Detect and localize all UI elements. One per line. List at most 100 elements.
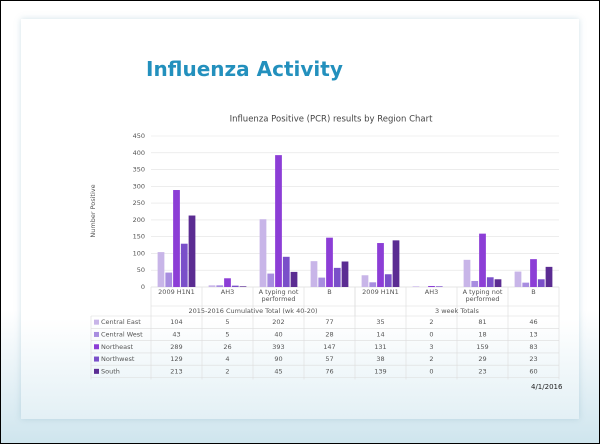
x-tick-label: B: [531, 289, 536, 296]
x-tick-label-box: A typing not performed: [258, 289, 299, 303]
legend-label: Northwest: [101, 355, 135, 363]
chart-title: Influenza Positive (PCR) results by Regi…: [230, 115, 434, 125]
x-tick-label-box: 2009 H1N1: [362, 289, 399, 296]
bar: [239, 286, 247, 287]
bar: [479, 233, 486, 287]
bar: [275, 155, 282, 287]
table-value: 76: [325, 367, 333, 375]
table-value: 4: [225, 355, 229, 363]
table-value: 213: [170, 367, 182, 375]
table-value: 129: [170, 355, 182, 363]
table-value: 2: [429, 355, 433, 363]
table-value: 23: [478, 367, 486, 375]
bar: [369, 282, 377, 287]
x-tick-label: AH3: [220, 289, 235, 296]
legend-swatch: [94, 368, 99, 374]
x-tick-label-box: A typing not performed: [462, 289, 503, 303]
bar: [377, 243, 384, 287]
bar: [463, 259, 471, 287]
bar: [216, 285, 224, 287]
legend-swatch: [94, 344, 99, 350]
bar: [173, 190, 180, 287]
table-value: 28: [325, 330, 333, 338]
table-value: 81: [478, 318, 486, 326]
table-value: 13: [529, 330, 537, 338]
table-value: 139: [374, 367, 386, 375]
bar: [412, 286, 420, 287]
table-value: 147: [323, 343, 335, 351]
table-value: 83: [529, 343, 537, 351]
legend-label: Northeast: [101, 343, 134, 351]
y-tick-label: 300: [133, 182, 145, 190]
table-value: 3: [429, 343, 433, 351]
table-value: 2: [429, 318, 433, 326]
bar: [530, 259, 537, 287]
y-tick-label: 100: [133, 249, 145, 257]
bar: [537, 279, 545, 287]
legend-swatch: [94, 356, 99, 362]
x-tick-label-box: B: [327, 289, 332, 296]
x-tick-label-box: AH3: [425, 289, 438, 296]
x-tick-label: 2009 H1N1: [158, 289, 195, 296]
bar: [208, 285, 216, 287]
table-value: 18: [478, 330, 486, 338]
bar: [267, 273, 275, 287]
table-value: 5: [225, 330, 229, 338]
y-tick-label: 450: [133, 132, 145, 140]
table-value: 393: [272, 343, 284, 351]
y-axis-label: Number Positive: [89, 184, 97, 237]
legend-label: Central East: [101, 318, 141, 326]
table-value: 90: [274, 355, 282, 363]
bar: [231, 285, 239, 287]
bar: [341, 261, 349, 287]
table-value: 38: [376, 355, 384, 363]
y-tick-label: 250: [133, 199, 145, 207]
bar: [384, 274, 392, 287]
bar: [494, 279, 502, 287]
table-value: 29: [478, 355, 486, 363]
slide-body: [21, 19, 579, 419]
bar: [471, 280, 479, 287]
slide-title: Influenza Activity: [146, 57, 343, 81]
bar: [545, 266, 553, 287]
slide-date: 4/1/2016: [531, 383, 563, 391]
bar: [290, 271, 298, 287]
bar: [310, 261, 318, 287]
x-tick-label-box: 2009 H1N1: [158, 289, 195, 296]
x-tick-label: B: [327, 289, 332, 296]
table-value: 60: [529, 367, 537, 375]
table-value: 159: [476, 343, 488, 351]
table-value: 35: [376, 318, 384, 326]
bar: [333, 267, 341, 287]
x-tick-label: A typing not performed: [462, 289, 503, 303]
table-value: 43: [172, 330, 180, 338]
bar: [326, 237, 333, 287]
y-tick-label: 50: [137, 266, 145, 274]
bar: [318, 277, 326, 287]
legend-label: Central West: [101, 330, 143, 338]
table-value: 0: [429, 367, 433, 375]
bar: [224, 278, 231, 287]
table-value: 40: [274, 330, 282, 338]
table-value: 57: [325, 355, 333, 363]
table-value: 45: [274, 367, 282, 375]
legend-swatch: [94, 331, 99, 337]
bar: [361, 275, 369, 287]
bar: [157, 252, 165, 287]
table-value: 289: [170, 343, 182, 351]
bar: [282, 256, 290, 287]
bar: [522, 282, 530, 287]
y-tick-label: 350: [133, 166, 145, 174]
x-tick-label: 2009 H1N1: [362, 289, 399, 296]
x-tick-label: A typing not performed: [258, 289, 299, 303]
y-tick-label: 400: [133, 149, 145, 157]
table-value: 104: [170, 318, 182, 326]
group-label: 3 week Totals: [435, 307, 480, 315]
table-value: 26: [223, 343, 231, 351]
table-value: 202: [272, 318, 284, 326]
table-value: 2: [225, 367, 229, 375]
legend-swatch: [94, 319, 99, 325]
bar: [514, 271, 522, 287]
x-tick-label-box: B: [531, 289, 536, 296]
